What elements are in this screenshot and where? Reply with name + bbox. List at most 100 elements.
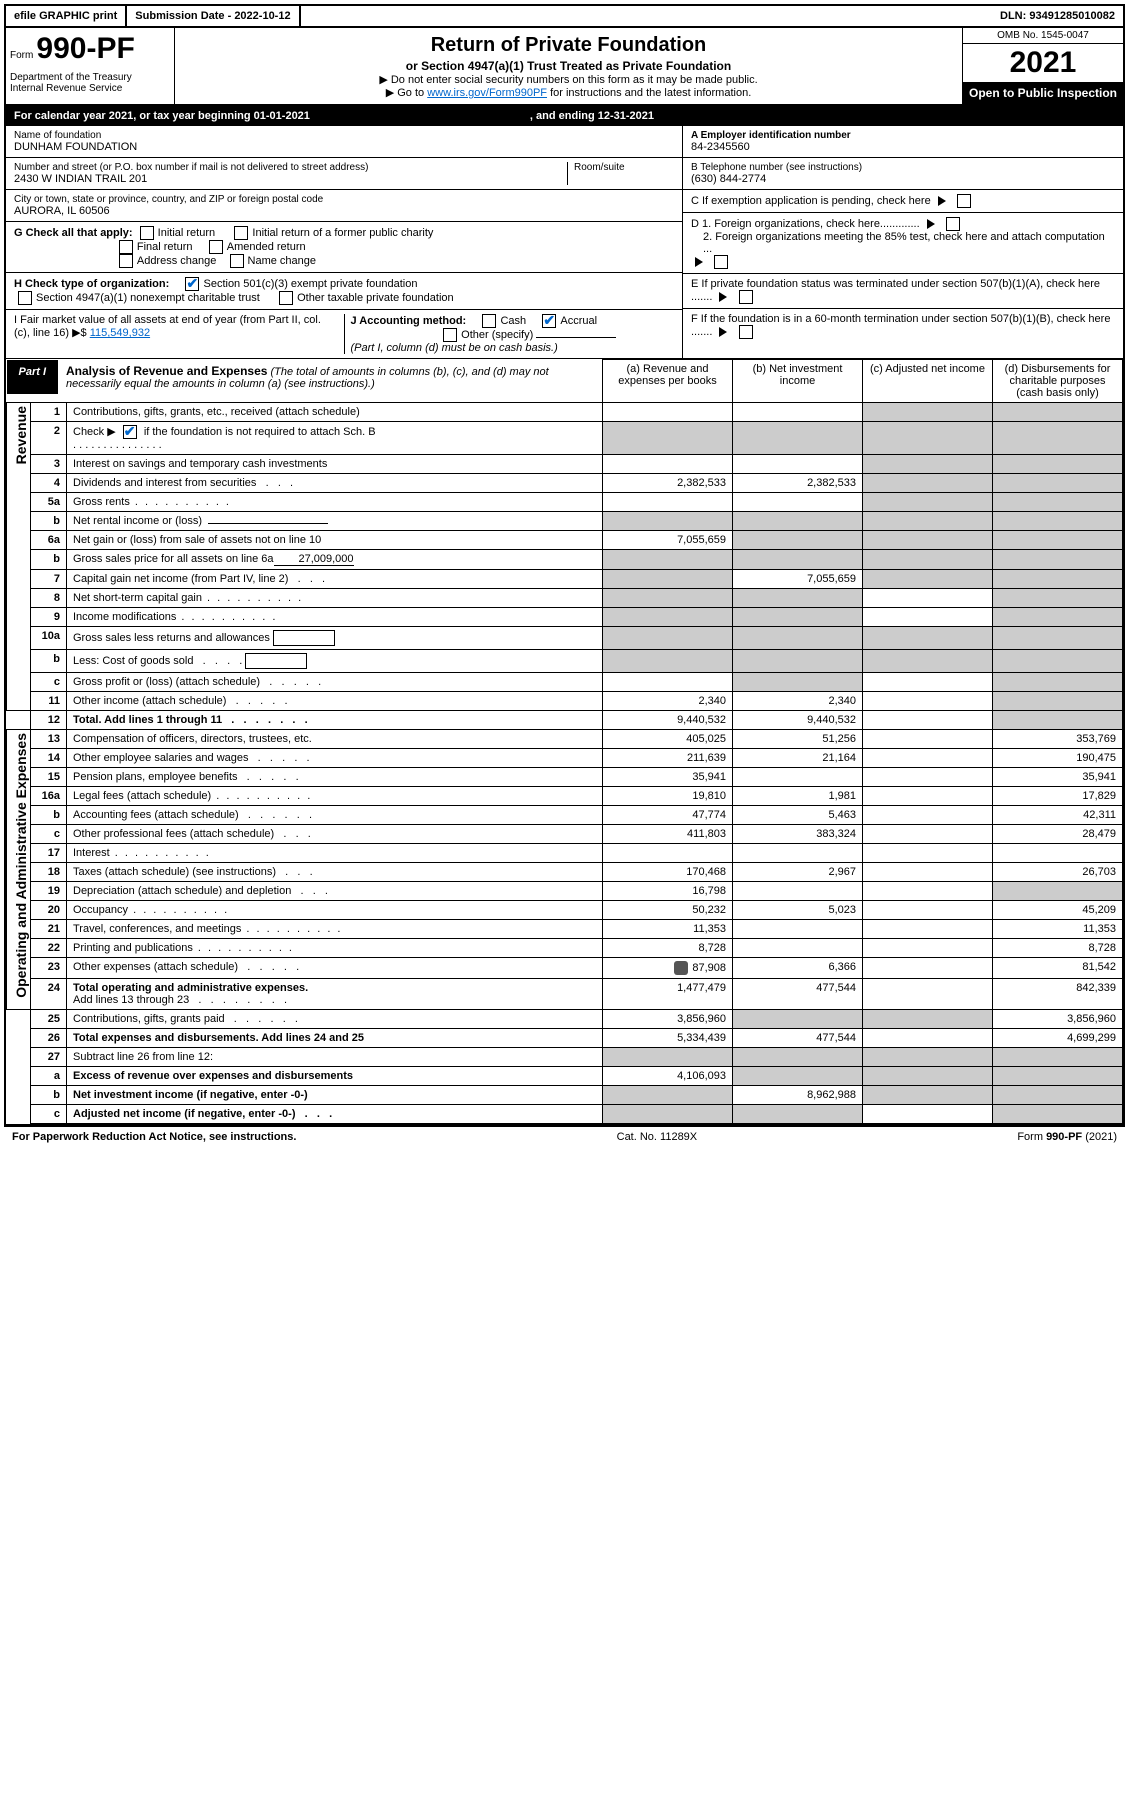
line-num: 2 — [31, 422, 67, 455]
val-a: 4,106,093 — [603, 1067, 733, 1086]
instr2-pre: ▶ Go to — [386, 87, 427, 99]
val-a: 411,803 — [603, 825, 733, 844]
d1-label: D 1. Foreign organizations, check here..… — [691, 218, 920, 230]
row-10c: cGross profit or (loss) (attach schedule… — [7, 673, 1123, 692]
row-5b: bNet rental income or (loss) — [7, 512, 1123, 531]
val-d: 842,339 — [993, 979, 1123, 1010]
checkbox-c[interactable] — [957, 194, 971, 208]
checkbox-other-method[interactable] — [443, 328, 457, 342]
part1-desc: Analysis of Revenue and Expenses (The to… — [58, 360, 602, 394]
val-d: 353,769 — [993, 730, 1123, 749]
line-num: 3 — [31, 455, 67, 474]
part1-title: Analysis of Revenue and Expenses — [66, 364, 267, 378]
row-3: 3Interest on savings and temporary cash … — [7, 455, 1123, 474]
row-5a: 5aGross rents — [7, 493, 1123, 512]
header-left: Form 990-PF Department of the Treasury I… — [6, 28, 175, 104]
checkbox-address-change[interactable] — [119, 254, 133, 268]
line-desc: Less: Cost of goods sold . . . . — [67, 650, 603, 673]
cal-end: , and ending 12-31-2021 — [530, 110, 654, 122]
line-num: 1 — [31, 403, 67, 422]
line-desc: Net investment income (if negative, ente… — [67, 1086, 603, 1105]
line-desc: Other expenses (attach schedule) . . . .… — [67, 958, 603, 979]
checkbox-f[interactable] — [739, 325, 753, 339]
fmv-value[interactable]: 115,549,932 — [90, 327, 150, 339]
checkbox-cash[interactable] — [482, 314, 496, 328]
line-num: 17 — [31, 844, 67, 863]
room-label: Room/suite — [574, 162, 674, 173]
line-num: 20 — [31, 901, 67, 920]
row-27a: aExcess of revenue over expenses and dis… — [7, 1067, 1123, 1086]
city-state-zip: AURORA, IL 60506 — [14, 205, 674, 217]
line-desc: Net short-term capital gain — [67, 589, 603, 608]
expenses-side-label: Operating and Administrative Expenses — [13, 733, 29, 998]
opt-former: Initial return of a former public charit… — [252, 227, 433, 239]
opt-accrual: Accrual — [560, 315, 597, 327]
row-18: 18Taxes (attach schedule) (see instructi… — [7, 863, 1123, 882]
line-num: b — [31, 650, 67, 673]
submission-date: Submission Date - 2022-10-12 — [127, 6, 300, 26]
revenue-side-label: Revenue — [13, 406, 29, 464]
val-b: 2,340 — [733, 692, 863, 711]
line-desc: Total. Add lines 1 through 11 . . . . . … — [67, 711, 603, 730]
checkbox-final-return[interactable] — [119, 240, 133, 254]
line-num: a — [31, 1067, 67, 1086]
instructions-link[interactable]: www.irs.gov/Form990PF — [427, 87, 547, 99]
checkbox-initial-return[interactable] — [140, 226, 154, 240]
checkbox-other-taxable[interactable] — [279, 291, 293, 305]
opt-other-tax: Other taxable private foundation — [297, 292, 454, 304]
val-d: 17,829 — [993, 787, 1123, 806]
footer: For Paperwork Reduction Act Notice, see … — [4, 1126, 1125, 1147]
row-15: 15Pension plans, employee benefits . . .… — [7, 768, 1123, 787]
checkbox-no-schb[interactable] — [123, 425, 137, 439]
val-d: 190,475 — [993, 749, 1123, 768]
val-b: 5,023 — [733, 901, 863, 920]
j-label: J Accounting method: — [351, 315, 467, 327]
val-a: 87,908 — [603, 958, 733, 979]
val-d: 4,699,299 — [993, 1029, 1123, 1048]
row-27: 27Subtract line 26 from line 12: — [7, 1048, 1123, 1067]
line-desc: Pension plans, employee benefits . . . .… — [67, 768, 603, 787]
checkbox-d1[interactable] — [946, 217, 960, 231]
line-desc: Interest on savings and temporary cash i… — [67, 455, 603, 474]
opt-name-change: Name change — [248, 255, 317, 267]
val-b: 7,055,659 — [733, 570, 863, 589]
row-7: 7Capital gain net income (from Part IV, … — [7, 570, 1123, 589]
checkbox-name-change[interactable] — [230, 254, 244, 268]
line-num: 10a — [31, 627, 67, 650]
checkbox-e[interactable] — [739, 290, 753, 304]
line-num: c — [31, 673, 67, 692]
line-num: 25 — [31, 1010, 67, 1029]
blank-box — [273, 630, 335, 646]
checkbox-amended[interactable] — [209, 240, 223, 254]
j-note: (Part I, column (d) must be on cash basi… — [351, 342, 558, 354]
form-container: efile GRAPHIC print Submission Date - 20… — [4, 4, 1125, 1126]
row-16a: 16aLegal fees (attach schedule)19,8101,9… — [7, 787, 1123, 806]
attachment-icon[interactable] — [674, 961, 688, 975]
line-desc: Net gain or (loss) from sale of assets n… — [67, 531, 603, 550]
val-d: 81,542 — [993, 958, 1123, 979]
line-num: 11 — [31, 692, 67, 711]
efile-print[interactable]: efile GRAPHIC print — [6, 6, 127, 26]
val-d: 35,941 — [993, 768, 1123, 787]
footer-right: Form 990-PF (2021) — [1017, 1131, 1117, 1143]
checkbox-501c3[interactable] — [185, 277, 199, 291]
calendar-year-bar: For calendar year 2021, or tax year begi… — [6, 106, 1123, 126]
r2-dots: . . . . . . . . . . . . . . . — [73, 439, 162, 451]
row-25: 25Contributions, gifts, grants paid . . … — [7, 1010, 1123, 1029]
r10c-d: Gross profit or (loss) (attach schedule) — [73, 676, 260, 688]
line-num: b — [31, 1086, 67, 1105]
line-num: 12 — [31, 711, 67, 730]
line-num: 14 — [31, 749, 67, 768]
r27c-d: Adjusted net income (if negative, enter … — [73, 1108, 295, 1120]
row-13: Operating and Administrative Expenses 13… — [7, 730, 1123, 749]
row-24: 24Total operating and administrative exp… — [7, 979, 1123, 1010]
checkbox-d2[interactable] — [714, 255, 728, 269]
checkbox-4947[interactable] — [18, 291, 32, 305]
line-num: c — [31, 1105, 67, 1124]
val-b: 477,544 — [733, 1029, 863, 1048]
checkbox-accrual[interactable] — [542, 314, 556, 328]
dept-label: Department of the Treasury — [10, 72, 170, 83]
line-desc: Gross profit or (loss) (attach schedule)… — [67, 673, 603, 692]
checkbox-initial-former[interactable] — [234, 226, 248, 240]
val-b: 5,463 — [733, 806, 863, 825]
